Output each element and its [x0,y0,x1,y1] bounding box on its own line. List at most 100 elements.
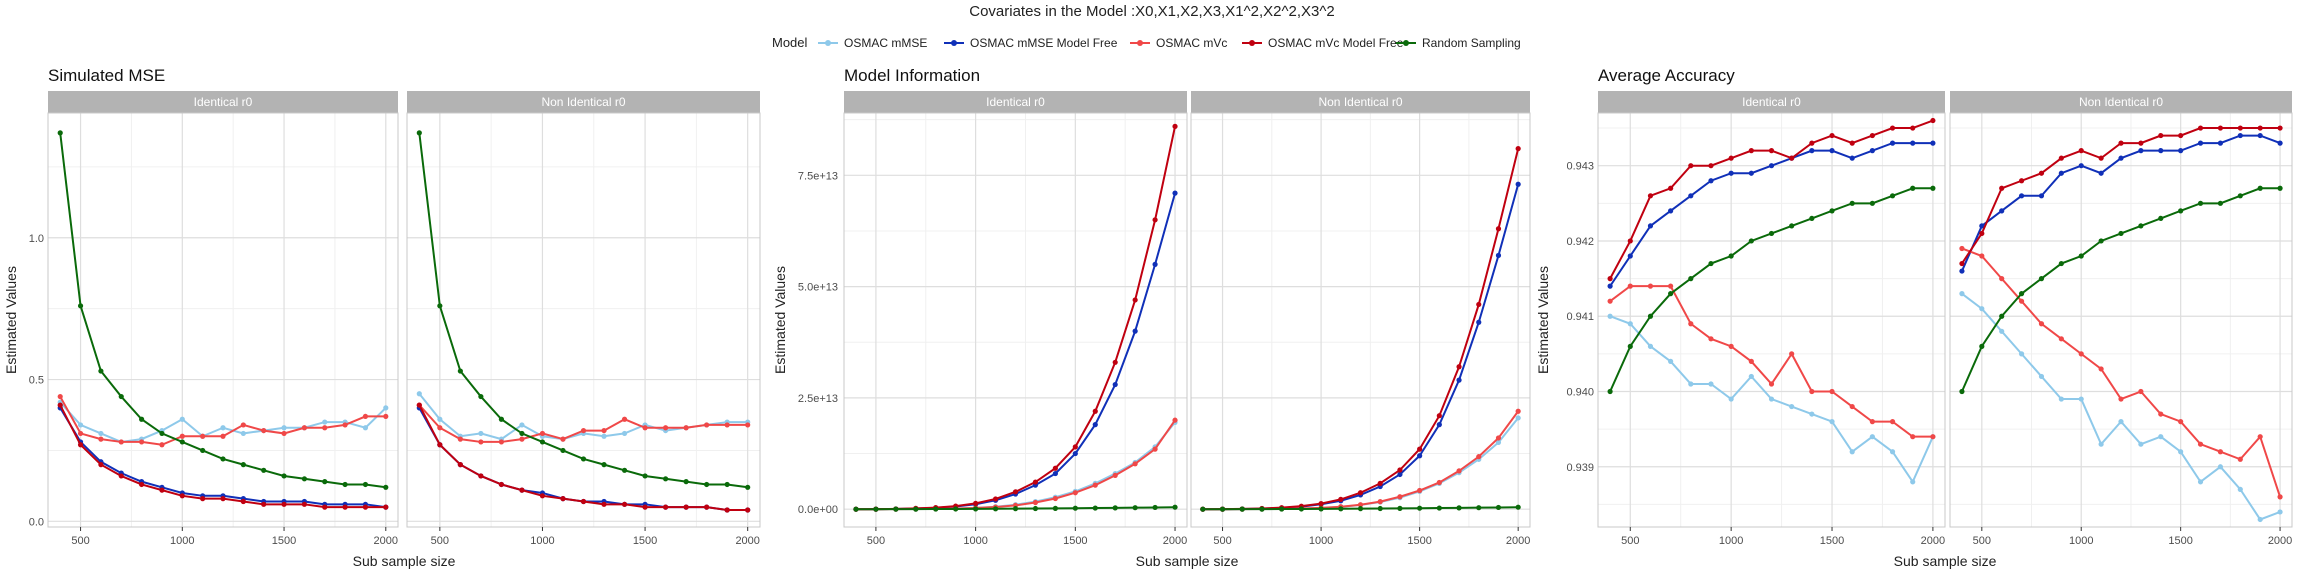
data-point-random-sampling [342,481,348,488]
panel-background [1950,113,2292,527]
x-axis-label: Sub sample size [1894,553,1997,569]
data-point-osmac-mvc-model-free [519,487,525,493]
data-point-osmac-mvc-model-free [539,493,546,499]
data-point-osmac-mmse-model-free [1397,471,1403,478]
data-point-random-sampling [240,462,246,468]
data-point-random-sampling [1869,200,1875,206]
data-point-random-sampling [77,303,84,309]
y-tick-label: 0.940 [1566,387,1594,399]
data-point-random-sampling [539,439,546,445]
data-point-osmac-mvc-model-free [1436,413,1442,419]
data-point-random-sampling [601,462,607,468]
data-point-osmac-mvc [1357,502,1364,508]
data-point-osmac-mvc-model-free [1417,446,1423,452]
legend-item-osmac-mmse[interactable]: OSMAC mMSE [818,36,927,50]
data-point-osmac-mvc-model-free [1768,148,1775,154]
data-point-osmac-mvc [1377,499,1383,505]
data-point-osmac-mvc [342,422,348,428]
facet-non-identical-r0: Non Identical r0 500 1000 1500 2000 [1190,91,1531,547]
data-point-osmac-mmse-model-free [2138,148,2144,154]
data-point-osmac-mmse-model-free [1688,193,1694,199]
data-point-random-sampling [1688,276,1694,282]
figure-title: Covariates in the Model :X0,X1,X2,X3,X1^… [969,3,1335,20]
data-point-osmac-mmse-model-free [2257,132,2263,139]
data-point-osmac-mmse-model-free [1668,208,1674,214]
data-point-osmac-mmse-model-free [1515,181,1521,187]
chart-simulated-mse: Simulated MSE Estimated Values Sub sample … [3,66,761,569]
data-point-random-sampling [953,506,959,512]
data-point-osmac-mvc [1607,298,1613,304]
panel-background [844,113,1187,527]
data-point-osmac-mvc-model-free [1930,117,1936,124]
data-point-random-sampling [1152,504,1158,511]
data-point-random-sampling [913,506,919,512]
data-point-osmac-mmse [1728,396,1734,402]
y-tick-label: 0.0 [29,516,44,528]
data-point-osmac-mvc-model-free [498,481,505,488]
data-point-osmac-mvc-model-free [77,442,84,448]
data-point-osmac-mvc-model-free [683,504,689,510]
x-tick-label: 2000 [1506,535,1530,547]
data-point-osmac-mvc-model-free [1849,140,1855,146]
y-tick-label: 5.0e+13 [798,282,838,294]
data-point-osmac-mvc [220,433,226,439]
data-point-osmac-mvc-model-free [1748,148,1754,154]
data-point-random-sampling [98,368,104,374]
y-tick-label: 1.0 [29,233,44,245]
data-point-random-sampling [457,368,463,374]
y-axis-label: Estimated Values [772,266,788,374]
data-point-random-sampling [2018,291,2025,297]
data-point-random-sampling [933,506,939,512]
facet-non-identical-r0: Non Identical r0 500 1000 1500 2000 [406,91,761,547]
data-point-osmac-mvc [1959,245,1965,252]
data-point-random-sampling [893,506,899,512]
data-point-osmac-mvc-model-free [1889,125,1896,131]
data-point-random-sampling [1259,506,1265,512]
data-point-osmac-mmse-model-free [2038,193,2045,199]
legend-item-osmac-mmse-model-free[interactable]: OSMAC mMSE Model Free [944,36,1118,50]
data-point-osmac-mvc-model-free [2038,170,2045,176]
data-point-random-sampling [478,393,484,400]
data-point-osmac-mvc [745,422,751,428]
data-point-osmac-mvc [322,425,328,431]
data-point-osmac-mvc [2098,366,2104,372]
data-point-osmac-mvc [1728,343,1734,349]
data-point-random-sampling [2217,200,2224,206]
data-point-osmac-mmse [2098,441,2104,447]
series-random-sampling [1959,185,2283,395]
data-point-osmac-mmse-model-free [1889,140,1896,146]
data-point-osmac-mmse [601,433,607,439]
data-point-random-sampling [1279,506,1285,512]
legend-item-random-sampling[interactable]: Random Sampling [1396,36,1521,50]
data-point-random-sampling [745,484,751,490]
data-point-osmac-mvc [683,425,689,431]
data-point-osmac-mvc [1132,461,1138,467]
legend-key-point-osmac-mvc-model-free [1249,40,1255,46]
data-point-osmac-mvc [1748,358,1754,364]
data-point-osmac-mvc [1668,283,1674,289]
data-point-random-sampling [2277,185,2283,191]
data-point-osmac-mvc-model-free [2197,125,2204,131]
data-point-osmac-mvc [1789,351,1795,357]
data-point-osmac-mmse [621,430,628,437]
data-point-osmac-mvc-model-free [2078,148,2084,154]
data-point-osmac-mvc-model-free [724,507,730,513]
facet-strip [844,91,1187,113]
legend-item-osmac-mvc[interactable]: OSMAC mVc [1130,36,1227,50]
data-point-random-sampling [873,506,879,512]
x-tick-label: 1000 [2069,535,2093,547]
legend-item-osmac-mvc-model-free[interactable]: OSMAC mVc Model Free [1242,36,1404,50]
data-point-random-sampling [1172,504,1178,510]
data-point-osmac-mvc [1436,479,1442,486]
data-point-osmac-mvc-model-free [1357,490,1364,496]
data-point-osmac-mvc [2197,441,2204,447]
data-point-osmac-mvc [2038,321,2045,327]
data-point-osmac-mvc-model-free [220,496,226,502]
data-point-random-sampling [220,456,226,462]
legend-label-osmac-mvc-model-free: OSMAC mVc Model Free [1268,36,1404,50]
data-point-osmac-mmse-model-free [1910,140,1916,146]
data-point-random-sampling [1132,505,1138,511]
data-point-osmac-mvc [77,430,84,437]
data-point-osmac-mmse [1999,328,2005,334]
data-point-random-sampling [1647,313,1654,319]
